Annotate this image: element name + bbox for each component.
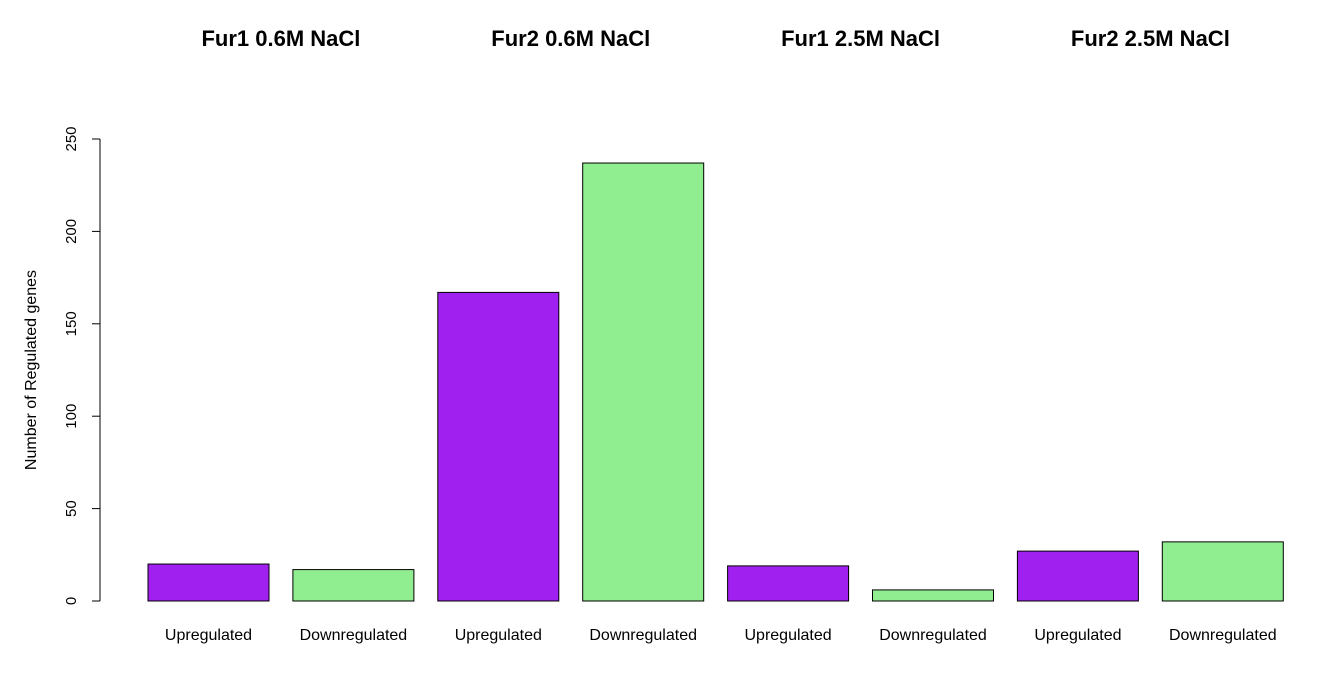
bar-upregulated-3 <box>727 565 850 602</box>
bar-upregulated-1 <box>147 563 270 602</box>
group-title: Fur1 0.6M NaCl <box>201 26 360 51</box>
x-category-label: Downregulated <box>589 627 697 644</box>
bar-downregulated-2 <box>582 162 705 602</box>
group-title: Fur1 2.5M NaCl <box>781 26 940 51</box>
bars <box>147 162 1284 602</box>
x-category-label: Downregulated <box>300 627 408 644</box>
x-category-label: Downregulated <box>879 627 987 644</box>
y-tick-label: 50 <box>63 500 80 517</box>
x-category-label: Upregulated <box>165 627 252 644</box>
x-category-label: Upregulated <box>745 627 832 644</box>
x-category-label: Downregulated <box>1169 627 1277 644</box>
bar-downregulated-3 <box>872 589 994 602</box>
y-axis-label: Number of Regulated genes <box>23 270 40 470</box>
y-tick-label: 0 <box>63 597 80 605</box>
x-category-labels: Upregulated Downregulated Upregulated Downr… <box>165 627 1277 644</box>
y-tick-label: 100 <box>63 404 80 429</box>
y-tick-label: 250 <box>63 126 80 151</box>
x-category-label: Upregulated <box>1034 627 1121 644</box>
y-tick-label: 150 <box>63 311 80 336</box>
group-title: Fur2 0.6M NaCl <box>491 26 650 51</box>
group-titles: Fur1 0.6M NaCl Fur2 0.6M NaCl Fur1 2.5M Na… <box>201 26 1229 51</box>
group-title: Fur2 2.5M NaCl <box>1071 26 1230 51</box>
y-tick-label: 200 <box>63 219 80 244</box>
bar-upregulated-4 <box>1016 550 1139 602</box>
y-axis: 0 50 100 150 200 250 <box>63 126 101 605</box>
bar-upregulated-2 <box>437 291 560 602</box>
bar-downregulated-1 <box>292 569 415 602</box>
bar-downregulated-4 <box>1161 541 1284 602</box>
x-category-label: Upregulated <box>455 627 542 644</box>
